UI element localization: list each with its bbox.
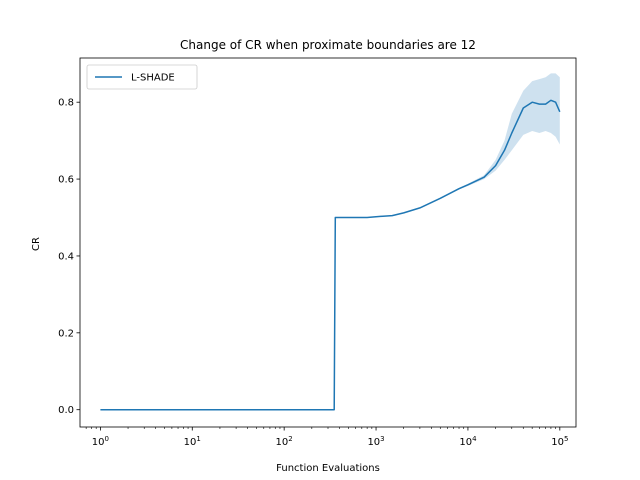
legend: L-SHADE — [86, 64, 198, 90]
x-tick-label-4: 104 — [459, 435, 477, 448]
y-tick-label-0: 0.0 — [58, 405, 74, 416]
y-axis-label: CR — [31, 237, 42, 251]
y-tick-label-2: 0.4 — [58, 251, 74, 262]
axes: 100 101 102 103 104 105 0.0 0.2 0.4 0.6 0.8 — [58, 57, 577, 448]
y-tick-label-4: 0.8 — [58, 98, 74, 109]
y-tick-label-1: 0.2 — [58, 328, 74, 339]
chart-title: Change of CR when proximate boundaries a… — [180, 38, 476, 52]
series-line-0 — [100, 99, 561, 411]
legend-label-0: L-SHADE — [131, 73, 175, 84]
x-tick-label-1: 101 — [184, 435, 201, 448]
x-tick-label-0: 100 — [92, 435, 109, 448]
x-tick-label-5: 105 — [551, 435, 568, 448]
plot-area — [100, 73, 561, 411]
x-axis-label: Function Evaluations — [276, 463, 380, 474]
x-tick-label-3: 103 — [367, 435, 384, 448]
legend-box — [86, 64, 198, 90]
x-tick-label-2: 102 — [276, 435, 293, 448]
y-tick-label-3: 0.6 — [58, 175, 74, 186]
